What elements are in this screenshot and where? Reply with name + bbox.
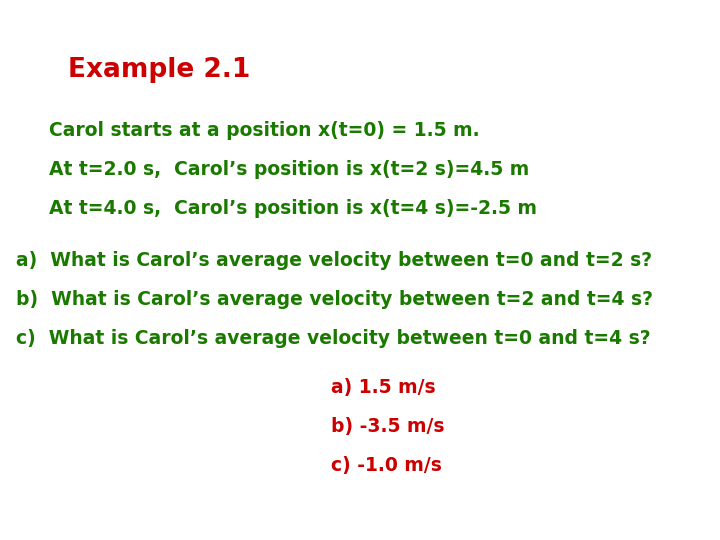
Text: a) 1.5 m/s: a) 1.5 m/s xyxy=(331,378,436,397)
Text: b)  What is Carol’s average velocity between t=2 and t=4 s?: b) What is Carol’s average velocity betw… xyxy=(16,290,653,309)
Text: c)  What is Carol’s average velocity between t=0 and t=4 s?: c) What is Carol’s average velocity betw… xyxy=(16,329,650,348)
Text: At t=4.0 s,  Carol’s position is x(t=4 s)=-2.5 m: At t=4.0 s, Carol’s position is x(t=4 s)… xyxy=(49,199,537,218)
Text: Carol starts at a position x(t=0) = 1.5 m.: Carol starts at a position x(t=0) = 1.5 … xyxy=(49,122,480,140)
Text: b) -3.5 m/s: b) -3.5 m/s xyxy=(331,417,445,436)
Text: a)  What is Carol’s average velocity between t=0 and t=2 s?: a) What is Carol’s average velocity betw… xyxy=(16,251,652,270)
Text: c) -1.0 m/s: c) -1.0 m/s xyxy=(331,456,442,475)
Text: At t=2.0 s,  Carol’s position is x(t=2 s)=4.5 m: At t=2.0 s, Carol’s position is x(t=2 s)… xyxy=(49,160,529,179)
Text: Example 2.1: Example 2.1 xyxy=(68,57,251,83)
